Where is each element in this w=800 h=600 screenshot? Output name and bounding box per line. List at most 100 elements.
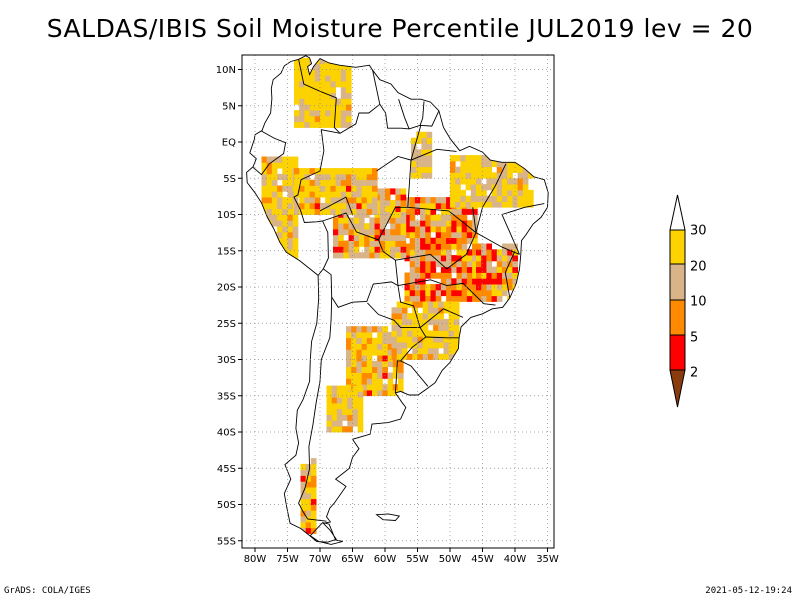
field-cell xyxy=(422,301,429,308)
field-cell xyxy=(461,272,468,279)
field-cell xyxy=(346,75,352,82)
field-cell xyxy=(314,121,321,128)
field-cell xyxy=(261,243,268,250)
field-cell xyxy=(390,234,396,241)
field-cell xyxy=(466,249,473,256)
field-cell xyxy=(522,178,529,185)
field-cell xyxy=(401,301,408,308)
field-cell xyxy=(404,289,411,297)
field-cell xyxy=(361,343,368,350)
field-cell xyxy=(486,255,492,262)
border-ecuador xyxy=(252,130,287,176)
field-cell xyxy=(325,202,331,210)
field-cell xyxy=(507,260,513,268)
field-cell xyxy=(346,57,352,65)
field-cell xyxy=(282,260,288,268)
field-cell xyxy=(507,189,513,197)
field-cell xyxy=(271,208,278,215)
field-cell xyxy=(456,284,463,291)
field-cell xyxy=(325,110,331,117)
field-cell xyxy=(351,331,357,339)
field-cell xyxy=(401,353,408,360)
field-cell xyxy=(512,255,518,262)
field-cell xyxy=(421,155,427,162)
field-cell xyxy=(266,179,273,186)
field-cell xyxy=(507,172,513,179)
field-cell xyxy=(338,240,344,247)
field-cell xyxy=(409,220,416,227)
field-cell xyxy=(420,202,426,210)
field-cell xyxy=(305,481,312,488)
field-cell xyxy=(481,255,487,262)
field-cell xyxy=(340,208,347,215)
field-cell xyxy=(453,336,460,343)
field-cell xyxy=(309,98,316,105)
field-cell xyxy=(340,104,347,111)
field-cell xyxy=(333,229,339,236)
field-cell xyxy=(409,272,416,279)
border-bolivia xyxy=(322,220,399,308)
field-cell xyxy=(325,75,331,82)
field-cell xyxy=(446,197,452,204)
field-cell xyxy=(427,301,434,308)
field-cell xyxy=(435,202,442,210)
field-cell xyxy=(282,266,288,273)
field-cell xyxy=(472,208,478,215)
field-cell xyxy=(366,173,373,181)
field-cell xyxy=(420,237,426,244)
field-cell xyxy=(372,168,378,175)
field-cell xyxy=(271,185,278,192)
field-cell xyxy=(287,220,294,227)
field-cell xyxy=(425,231,431,239)
field-cell xyxy=(387,349,394,356)
lon-tick-label: 50W xyxy=(439,554,462,565)
field-cell xyxy=(387,355,394,362)
field-cell xyxy=(496,178,503,185)
map-title: SALDAS/IBIS Soil Moisture Percentile JUL… xyxy=(46,14,754,43)
field-cell xyxy=(366,179,373,186)
field-cell xyxy=(346,197,352,204)
field-cell xyxy=(456,255,463,262)
field-cell xyxy=(391,307,398,314)
field-cell xyxy=(416,137,422,144)
field-cell xyxy=(420,295,426,302)
field-cell xyxy=(300,498,307,505)
field-cell xyxy=(374,229,381,236)
field-cell xyxy=(390,200,396,207)
field-cell xyxy=(412,313,418,320)
field-cell xyxy=(481,166,487,173)
field-cell xyxy=(420,255,426,262)
field-cell xyxy=(417,347,424,355)
field-cell xyxy=(395,223,401,230)
field-cell xyxy=(391,313,398,320)
field-cell xyxy=(440,278,447,285)
field-cell xyxy=(351,173,357,181)
field-cell xyxy=(366,360,373,368)
field-cell xyxy=(422,342,429,349)
field-cell xyxy=(395,246,401,253)
field-cell xyxy=(507,266,513,273)
field-cell xyxy=(310,458,317,465)
field-cell xyxy=(466,278,473,285)
field-cell xyxy=(470,189,477,197)
field-cell xyxy=(502,201,508,208)
field-cell xyxy=(400,229,407,236)
field-cell xyxy=(372,326,378,333)
field-cell xyxy=(486,260,492,268)
field-cell xyxy=(409,243,416,250)
field-cell xyxy=(335,104,342,111)
field-cell xyxy=(336,408,343,415)
field-cell xyxy=(261,255,268,262)
field-cell xyxy=(356,326,362,333)
field-cell xyxy=(461,278,468,285)
field-cell xyxy=(438,318,444,326)
field-cell xyxy=(299,115,305,123)
field-cell xyxy=(461,208,468,215)
field-cell xyxy=(366,185,373,192)
field-cell xyxy=(320,63,326,70)
field-cell xyxy=(404,243,411,250)
field-cell xyxy=(440,237,447,244)
field-cell xyxy=(404,214,411,221)
field-cell xyxy=(352,408,359,415)
field-cell xyxy=(326,420,333,427)
